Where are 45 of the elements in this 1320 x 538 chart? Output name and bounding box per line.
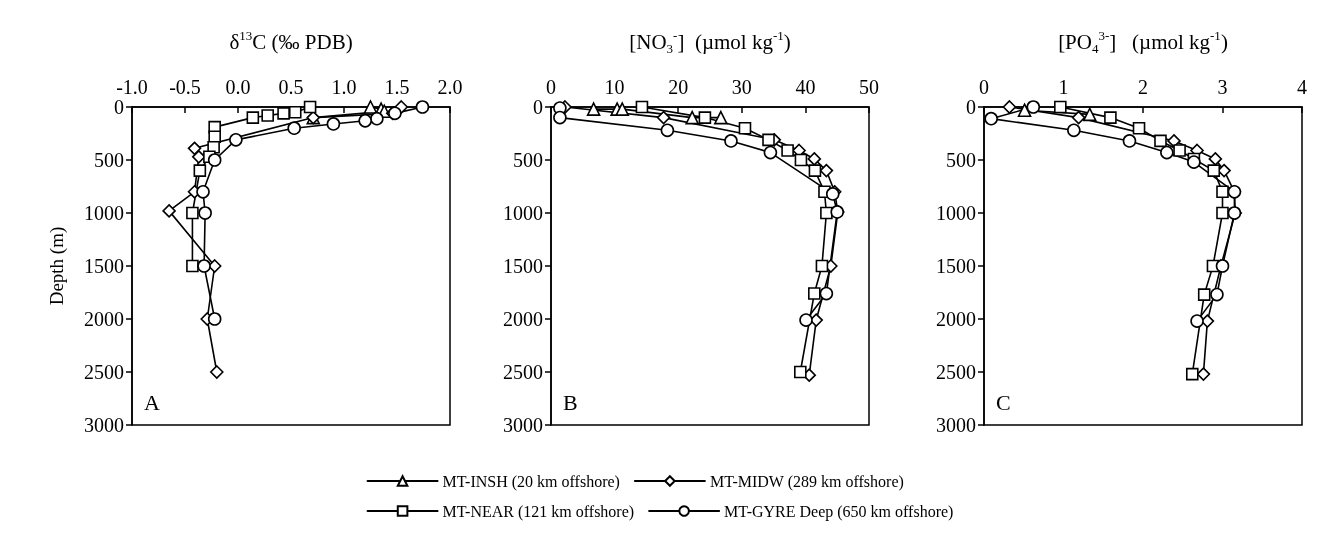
y-tick-label: 1000	[503, 202, 543, 224]
y-tick-label: 1500	[84, 255, 124, 277]
y-tick-label: 0	[533, 96, 543, 118]
y-tick-label: 3000	[503, 414, 543, 436]
y-tick-label: 1500	[936, 255, 976, 277]
x-tick-label: 0.5	[278, 76, 304, 98]
annotation: B	[563, 389, 578, 415]
legend-label: MT-MIDW (289 km offshore)	[709, 472, 904, 491]
x-tick-label: 30	[731, 76, 752, 98]
y-tick-label: 2500	[503, 361, 543, 383]
x-tick-label: 50	[859, 76, 879, 98]
y-tick-label: 2500	[936, 361, 976, 383]
legend-label: MT-GYRE Deep (650 km offshore)	[724, 502, 954, 521]
x-tick-label: 1.5	[384, 76, 410, 98]
x-tick-label: -1.0	[116, 76, 148, 98]
y-axis-title: Depth (m)	[46, 226, 68, 306]
x-tick-label: 3	[1217, 76, 1228, 98]
annotation: C	[996, 389, 1011, 415]
y-tick-label: 2500	[84, 361, 124, 383]
y-tick-label: 0	[966, 96, 976, 118]
y-tick-label: 3000	[84, 414, 124, 436]
x-tick-label: 2	[1138, 76, 1148, 98]
y-tick-label: 1500	[503, 255, 543, 277]
x-tick-label: 1.0	[331, 76, 357, 98]
x-tick-label: 1	[1058, 76, 1069, 98]
x-tick-label: 2.0	[437, 76, 463, 98]
x-tick-label: 40	[795, 76, 816, 98]
legend-label: MT-NEAR (121 km offshore)	[442, 502, 635, 521]
annotation: A	[144, 389, 160, 415]
y-tick-label: 1000	[936, 202, 976, 224]
y-tick-label: 2000	[936, 308, 976, 330]
y-tick-label: 1000	[84, 202, 124, 224]
y-tick-label: 500	[513, 149, 543, 171]
y-tick-label: 500	[946, 149, 976, 171]
y-tick-label: 2000	[503, 308, 543, 330]
legend-label: MT-INSH (20 km offshore)	[442, 472, 620, 491]
y-tick-label: 2000	[84, 308, 124, 330]
y-tick-label: 0	[114, 96, 124, 118]
y-tick-label: 3000	[936, 414, 976, 436]
x-tick-label: 10	[604, 76, 625, 98]
x-tick-label: 20	[668, 76, 689, 98]
x-tick-label: 4	[1297, 76, 1307, 98]
x-tick-label: -0.5	[169, 76, 201, 98]
y-tick-label: 500	[94, 149, 124, 171]
x-tick-label: 0.0	[225, 76, 251, 98]
